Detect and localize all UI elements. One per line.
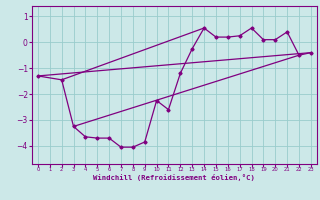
X-axis label: Windchill (Refroidissement éolien,°C): Windchill (Refroidissement éolien,°C) xyxy=(93,174,255,181)
